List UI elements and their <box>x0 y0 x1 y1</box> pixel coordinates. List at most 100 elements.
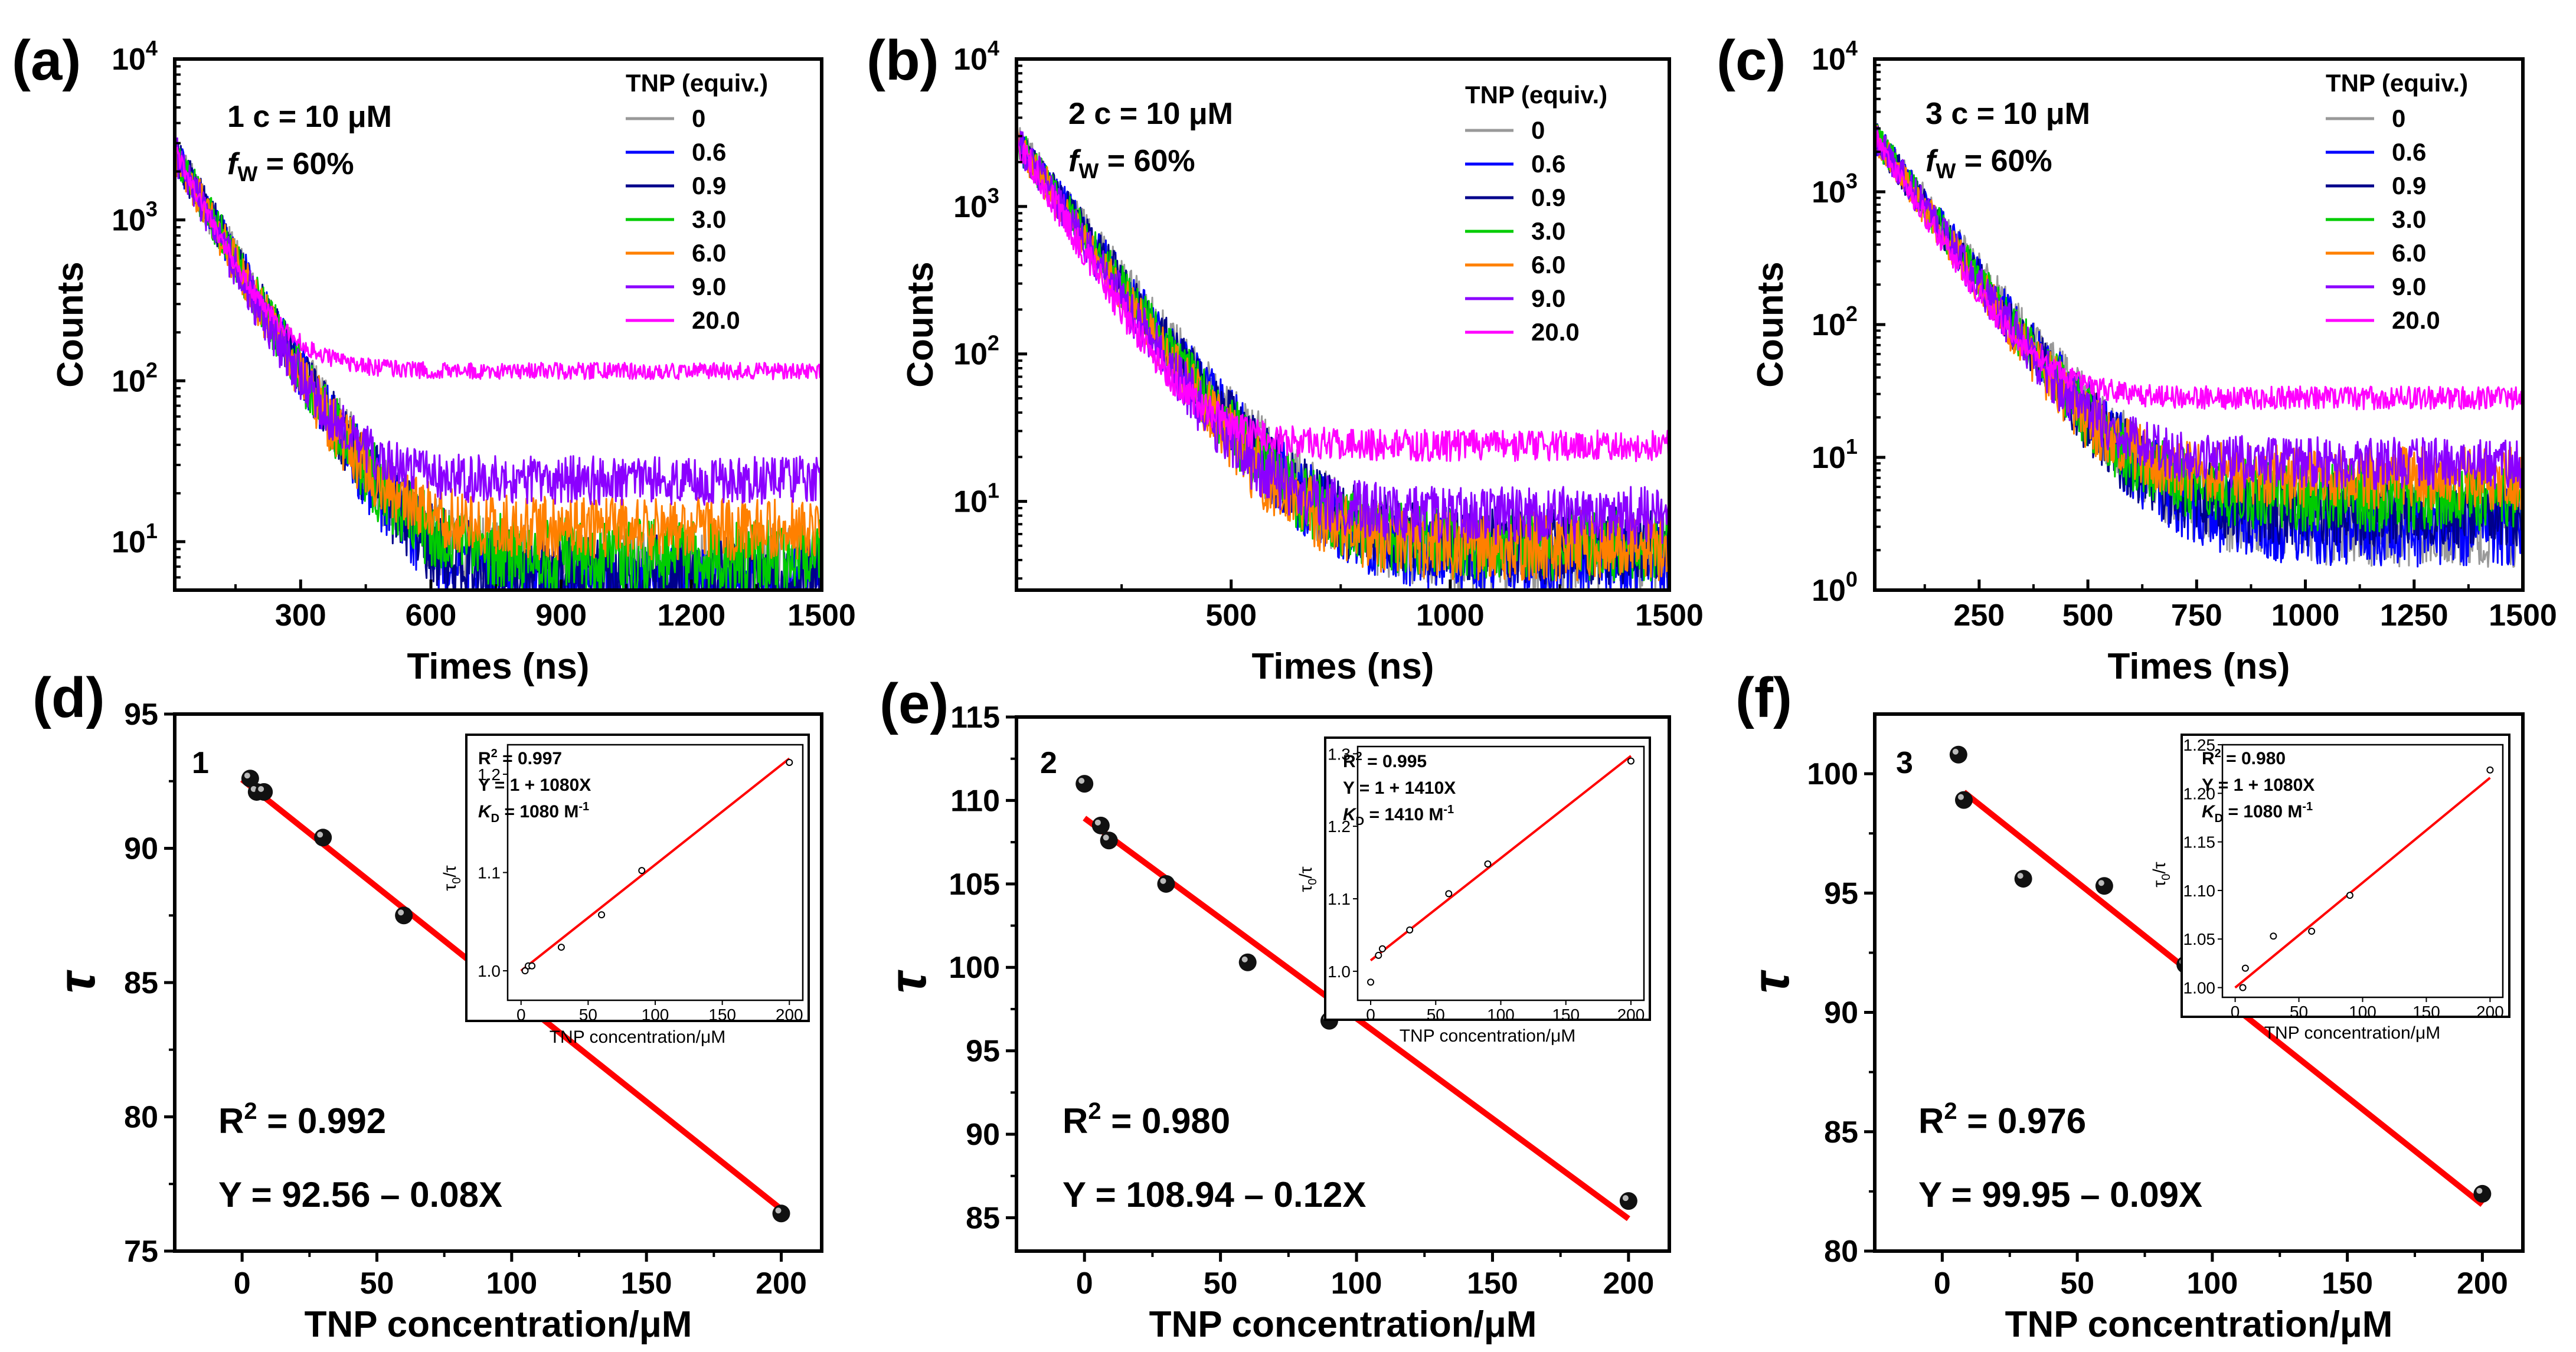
panel-e-points <box>1075 775 1637 1210</box>
x-tick-label-b-1500: 1500 <box>1635 598 1704 633</box>
inset-y-tick-label-e-1.1: 1.1 <box>1328 890 1351 908</box>
x-tick-label-d-200: 200 <box>756 1266 807 1301</box>
inset-point-e-2 <box>1378 945 1386 952</box>
panel-e-inset-x-label: TNP concentration/μM <box>1400 1026 1576 1046</box>
data-point-e-2 <box>1100 832 1118 850</box>
y-tick-label-f-90: 90 <box>1824 996 1858 1030</box>
data-point-f-2 <box>2014 870 2032 888</box>
legend-label-a-0: 0 <box>692 104 705 132</box>
panel-f-inset-y-label: τ0/τ <box>2150 862 2173 887</box>
data-point-highlight-d-4 <box>398 909 404 916</box>
panel-e-inset-y-label: τ0/τ <box>1296 866 1319 892</box>
panel-c-letter: (c) <box>1717 29 1786 92</box>
panel-e-inset-r2: R2 = 0.995 <box>1343 750 1427 771</box>
inset-point-d-6 <box>786 758 793 766</box>
panel-a-legend-title: TNP (equiv.) <box>626 69 768 97</box>
x-tick-label-d-150: 150 <box>621 1266 672 1301</box>
y-tick-label-e-90: 90 <box>966 1118 1000 1152</box>
panel-c-y-axis-label: Counts <box>1750 261 1791 388</box>
data-point-highlight-d-3 <box>317 832 323 838</box>
legend-label-b-3.0: 3.0 <box>1531 217 1565 245</box>
data-point-d-3 <box>314 829 332 847</box>
x-tick-label-b-1000: 1000 <box>1416 598 1485 633</box>
inset-y-tick-label-f-1.00: 1.00 <box>2183 979 2216 997</box>
panel-e-letter: (e) <box>880 672 949 735</box>
y-tick-label-d-90: 90 <box>124 832 158 866</box>
panel-c-note-line1: 3 c = 10 μM <box>1926 97 2090 131</box>
inset-x-tick-label-f-50: 50 <box>2290 1003 2308 1021</box>
panel-e-compound-number: 2 <box>1040 746 1057 780</box>
legend-label-c-0.6: 0.6 <box>2392 138 2426 166</box>
inset-y-tick-label-f-1.05: 1.05 <box>2183 930 2216 948</box>
y-tick-label-e-100: 100 <box>949 951 1000 985</box>
panel-f-inset-kd: KD = 1080 M-1 <box>2202 800 2313 825</box>
data-point-highlight-e-0 <box>1078 778 1085 784</box>
panel-a-legend: TNP (equiv.) 0 0.6 0.9 3.0 6.0 9.0 20.0 <box>626 69 768 334</box>
inset-y-tick-label-d-1.1: 1.1 <box>478 864 501 882</box>
inset-x-tick-label-d-150: 150 <box>708 1006 736 1024</box>
x-tick-label-f-200: 200 <box>2457 1266 2508 1301</box>
legend-label-c-0: 0 <box>2392 104 2405 132</box>
data-point-highlight-d-0 <box>244 772 250 779</box>
panel-e-ticks: 0 50 100 150 200 85 90 95 100 105 110 115 <box>949 700 1654 1301</box>
x-tick-label-d-100: 100 <box>486 1266 537 1301</box>
series-line-a-20.0 <box>174 146 823 381</box>
inset-point-d-3 <box>557 944 565 951</box>
inset-x-tick-label-f-150: 150 <box>2412 1003 2440 1021</box>
panel-b-note-line2: fW = 60% <box>1068 144 1195 183</box>
data-point-highlight-f-0 <box>1952 748 1959 755</box>
legend-label-b-0.9: 0.9 <box>1531 184 1565 211</box>
x-tick-label-e-0: 0 <box>1076 1266 1093 1301</box>
inset-point-e-1 <box>1375 951 1382 959</box>
panel-d-equation: Y = 92.56 – 0.08X <box>218 1175 502 1214</box>
panel-f-inset-x-label: TNP concentration/μM <box>2264 1023 2441 1043</box>
data-point-f-5 <box>2473 1184 2492 1203</box>
inset-y-tick-label-e-1.0: 1.0 <box>1328 963 1351 981</box>
data-point-highlight-e-1 <box>1094 819 1101 826</box>
panel-e-equation: Y = 108.94 – 0.12X <box>1063 1175 1366 1214</box>
panel-f-letter: (f) <box>1735 666 1792 729</box>
panel-b-note-line1: 2 c = 10 μM <box>1068 97 1233 131</box>
x-tick-label-f-0: 0 <box>1934 1266 1951 1301</box>
data-point-d-6 <box>772 1204 790 1223</box>
panel-c-note-line2: fW = 60% <box>1926 144 2052 183</box>
panel-e-inset-marks: 0 50 100 150 200 1.0 1.1 1.2 1.3 <box>1328 745 1645 1024</box>
legend-label-b-6.0: 6.0 <box>1531 251 1565 279</box>
data-point-highlight-e-4 <box>1241 956 1248 963</box>
data-point-f-1 <box>1954 791 1973 809</box>
inset-x-tick-label-e-200: 200 <box>1617 1006 1645 1024</box>
inset-point-f-4 <box>2346 892 2353 899</box>
series-line-c-20.0 <box>1874 130 2524 411</box>
panel-a-ticks: 300 600 900 1200 1500 101 102 103 104 <box>112 36 856 633</box>
panel-c-legend-title: TNP (equiv.) <box>2326 69 2468 97</box>
y-tick-label-d-80: 80 <box>124 1101 158 1135</box>
panel-a-y-axis-label: Counts <box>50 261 91 388</box>
panel-f-inset: 0 50 100 150 200 1.00 1.05 1.10 1.15 1.20 1.25 R2 … <box>2150 734 2510 1043</box>
inset-point-d-2 <box>528 962 536 970</box>
x-tick-label-e-50: 50 <box>1204 1266 1238 1301</box>
y-tick-label-b-2: 102 <box>953 331 999 372</box>
panel-a-x-axis-label: Times (ns) <box>407 646 590 687</box>
inset-point-e-3 <box>1406 926 1414 934</box>
data-point-f-0 <box>1949 745 1967 764</box>
y-tick-label-d-95: 95 <box>124 698 158 732</box>
data-point-f-3 <box>2095 877 2113 895</box>
x-tick-label-e-150: 150 <box>1467 1266 1518 1301</box>
inset-x-tick-label-f-200: 200 <box>2476 1003 2504 1021</box>
y-tick-label-e-115: 115 <box>950 700 1000 735</box>
panel-e-y-axis-label: τ <box>878 970 937 993</box>
data-point-highlight-f-2 <box>2017 873 2023 879</box>
series-line-b-20.0 <box>1015 136 1671 463</box>
panel-a-letter: (a) <box>12 29 81 92</box>
panel-b-ticks: 500 1000 1500 101 102 103 104 <box>953 36 1704 633</box>
inset-fit-line-e <box>1369 755 1632 962</box>
inset-point-d-5 <box>638 867 646 875</box>
panel-e-inset: 0 50 100 150 200 1.0 1.1 1.2 1.3 R2 = 0.995 Y = … <box>1296 736 1651 1046</box>
data-point-e-1 <box>1091 816 1110 834</box>
panel-a-note-line1: 1 c = 10 μM <box>227 100 392 134</box>
x-tick-label-a-1500: 1500 <box>787 598 856 633</box>
series-line-b-9.0 <box>1015 130 1671 545</box>
